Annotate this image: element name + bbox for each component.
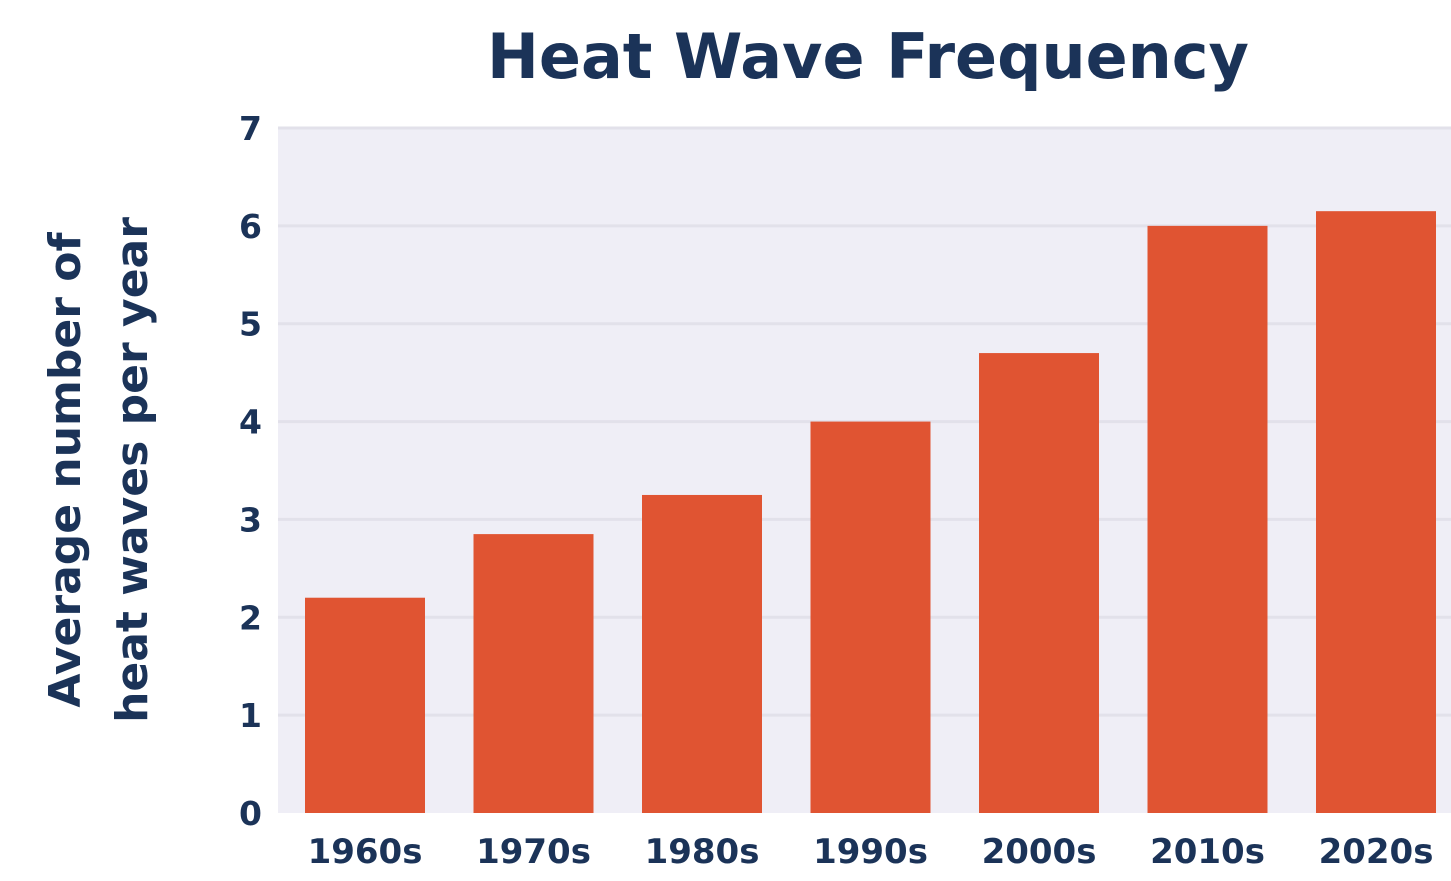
y-tick-label: 4	[239, 403, 262, 442]
bar-1990s	[810, 421, 931, 813]
bar-1970s	[473, 534, 594, 813]
bars	[305, 211, 1436, 813]
y-axis-ticks: 0 1 2 3 4 5 6 7	[239, 109, 262, 833]
bar-2000s	[979, 353, 1099, 813]
y-tick-label: 6	[239, 207, 262, 246]
x-category-label: 1960s	[308, 832, 423, 872]
y-tick-label: 5	[239, 305, 262, 344]
x-category-label: 2020s	[1319, 832, 1434, 872]
y-axis-title-line-1: Average number of	[40, 232, 91, 708]
x-category-label: 2010s	[1150, 832, 1265, 872]
y-tick-label: 2	[239, 598, 262, 637]
y-axis-title-line-2: heat waves per year	[107, 217, 158, 723]
bar-1980s	[642, 494, 762, 813]
bar-1960s	[305, 597, 425, 813]
x-category-label: 1970s	[476, 832, 591, 872]
bar-2020s	[1316, 211, 1436, 813]
y-tick-label: 1	[239, 696, 262, 735]
y-axis-title: Average number of heat waves per year	[40, 217, 158, 723]
x-category-label: 2000s	[982, 832, 1097, 872]
x-axis-categories: 1960s 1970s 1980s 1990s 2000s 2010s 2020s	[308, 832, 1434, 872]
x-category-label: 1990s	[813, 832, 928, 872]
bar-2010s	[1147, 225, 1268, 813]
y-tick-label: 7	[239, 109, 262, 148]
y-tick-label: 0	[239, 794, 262, 833]
y-tick-label: 3	[239, 500, 262, 539]
chart-title: Heat Wave Frequency	[487, 20, 1249, 93]
x-category-label: 1980s	[645, 832, 760, 872]
